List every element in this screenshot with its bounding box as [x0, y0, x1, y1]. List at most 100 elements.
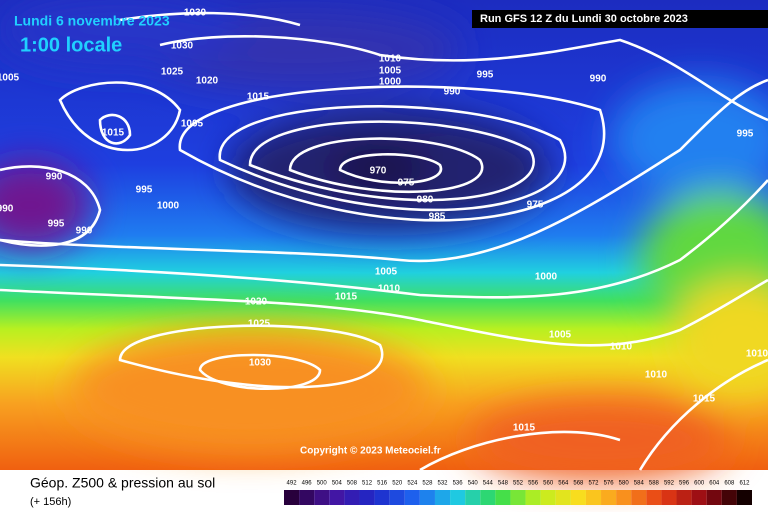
scale-swatch — [314, 490, 330, 505]
scale-label: 600 — [694, 481, 705, 487]
isobar-label: 1000 — [157, 201, 180, 212]
isobar-label: 990 — [590, 74, 607, 85]
isobar-label: 1005 — [379, 66, 402, 77]
scale-swatch — [585, 490, 602, 505]
scale-swatch — [601, 490, 617, 505]
scale-label: 612 — [739, 481, 750, 487]
isobar-label: 995 — [136, 185, 153, 196]
copyright: Copyright © 2023 Meteociel.fr — [300, 446, 441, 457]
scale-label: 536 — [453, 481, 464, 487]
isobar-label: 985 — [429, 212, 446, 223]
forecast-date: Lundi 6 novembre 2023 — [14, 13, 170, 29]
isobar-label: 1015 — [513, 423, 536, 434]
isobar-label: 1005 — [181, 119, 204, 130]
scale-label: 496 — [302, 481, 313, 487]
forecast-time: 1:00 locale — [20, 34, 122, 56]
scale-swatch — [616, 490, 632, 505]
scale-label: 524 — [407, 481, 418, 487]
scale-label: 588 — [649, 481, 660, 487]
scale-label: 512 — [362, 481, 373, 487]
scale-swatch — [510, 490, 526, 505]
isobar-label: 1005 — [549, 330, 572, 341]
isobar-label: 1010 — [746, 349, 768, 360]
isobars — [0, 11, 768, 472]
scale-swatch — [631, 490, 647, 505]
scale-label: 520 — [392, 481, 403, 487]
scale-label: 508 — [347, 481, 358, 487]
scale-swatch — [299, 490, 315, 505]
scale-label: 544 — [483, 481, 494, 487]
scale-label: 592 — [664, 481, 675, 487]
scale-label: 572 — [588, 481, 599, 487]
scale-swatch — [359, 490, 375, 505]
scale-swatch — [721, 490, 737, 505]
isobar-label: 1030 — [184, 8, 207, 19]
scale-label: 596 — [679, 481, 690, 487]
scale-swatch — [646, 490, 662, 505]
footer-title: Géop. Z500 & pression au sol — [30, 475, 215, 491]
scale-swatch — [706, 490, 722, 505]
scale-label: 528 — [422, 481, 433, 487]
isobar-label: 995 — [477, 70, 494, 81]
scale-swatch — [676, 490, 692, 505]
isobar-label: 1020 — [196, 76, 219, 87]
isobar-label: 1025 — [161, 67, 184, 78]
isobar-label: 1010 — [378, 284, 401, 295]
isobar-label: 1000 — [535, 272, 558, 283]
scale-swatch — [404, 490, 420, 505]
scale-label: 548 — [498, 481, 509, 487]
scale-swatch — [434, 490, 451, 505]
scale-swatch — [495, 490, 511, 505]
isobar-label: 1000 — [379, 77, 402, 88]
isobar-label: 1010 — [610, 342, 633, 353]
isobar-label: 1005 — [0, 73, 20, 84]
scale-swatch — [465, 490, 481, 505]
isobar-label: 1030 — [249, 358, 272, 369]
isobar-label: 1015 — [102, 128, 125, 139]
isobar-label: 1005 — [375, 267, 398, 278]
scale-label: 584 — [634, 481, 645, 487]
scale-label: 580 — [619, 481, 630, 487]
scale-swatch — [284, 490, 300, 505]
scale-swatch — [736, 490, 752, 505]
scale-label: 608 — [724, 481, 735, 487]
footer-lead: (+ 156h) — [30, 496, 71, 508]
run-info: Run GFS 12 Z du Lundi 30 octobre 2023 — [480, 13, 688, 25]
isobar-label: 975 — [527, 200, 544, 211]
scale-label: 576 — [604, 481, 615, 487]
isobar-label: 970 — [370, 166, 387, 177]
scale-label: 532 — [438, 481, 449, 487]
scale-swatch — [329, 490, 345, 505]
scale-swatch — [389, 490, 405, 505]
scale-label: 492 — [287, 481, 298, 487]
scale-swatch — [419, 490, 435, 505]
scale-label: 604 — [709, 481, 720, 487]
scale-swatch — [525, 490, 541, 505]
isobar-label: 990 — [76, 226, 93, 237]
scale-label: 516 — [377, 481, 388, 487]
isobar-label: 980 — [417, 195, 434, 206]
scale-swatch — [374, 490, 390, 505]
scale-swatch — [691, 490, 707, 505]
isobar-label: 990 — [0, 204, 14, 215]
scale-swatch — [540, 490, 556, 505]
isobar-label: 1015 — [335, 292, 358, 303]
isobar-label: 1025 — [248, 319, 271, 330]
scale-swatch — [570, 490, 586, 505]
isobar-label: 1015 — [247, 92, 270, 103]
color-scale: 492 496 500 504 508 512 516 520 524 528 532 536 540 5… — [284, 481, 752, 505]
isobar-label: 995 — [737, 129, 754, 140]
scale-label: 504 — [332, 481, 343, 487]
isobar-label: 1020 — [245, 297, 268, 308]
scale-label: 560 — [543, 481, 554, 487]
isobar-label: 990 — [444, 87, 461, 98]
scale-label: 568 — [573, 481, 584, 487]
isobar-label: 1015 — [693, 394, 716, 405]
scale-swatch — [555, 490, 571, 505]
isobar-label: 975 — [398, 178, 415, 189]
isobar-label: 1030 — [171, 41, 194, 52]
scale-label: 556 — [528, 481, 539, 487]
scale-label: 540 — [468, 481, 479, 487]
isobar-label: 990 — [46, 172, 63, 183]
